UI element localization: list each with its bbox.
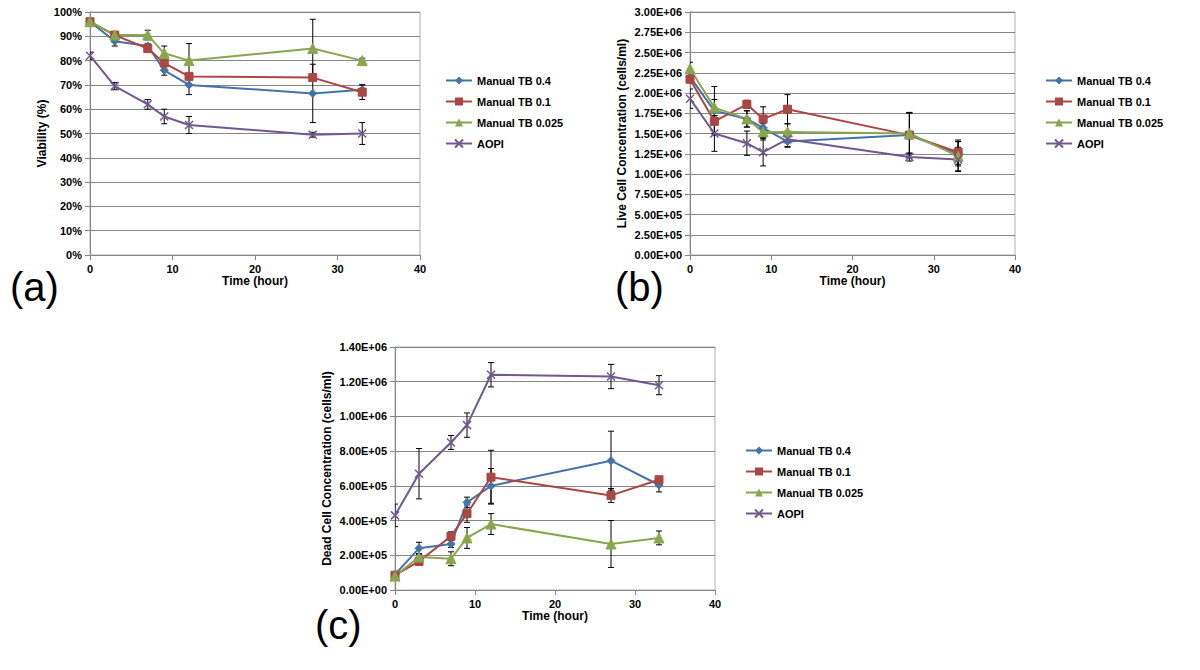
svg-text:Manual TB 0.4: Manual TB 0.4: [1077, 75, 1152, 87]
svg-text:50%: 50%: [60, 128, 82, 140]
svg-text:1.40E+06: 1.40E+06: [340, 341, 387, 353]
svg-text:1.50E+06: 1.50E+06: [635, 128, 682, 140]
svg-text:1.00E+06: 1.00E+06: [340, 410, 387, 422]
svg-text:100%: 100%: [54, 6, 82, 18]
svg-text:10: 10: [469, 598, 481, 610]
svg-text:40: 40: [709, 598, 721, 610]
svg-text:0%: 0%: [66, 249, 82, 261]
svg-text:Manual TB 0.025: Manual TB 0.025: [1077, 117, 1163, 129]
svg-text:Manual TB 0.1: Manual TB 0.1: [477, 96, 551, 108]
svg-text:2.00E+06: 2.00E+06: [635, 87, 682, 99]
svg-text:(a): (a): [10, 265, 59, 309]
svg-text:0.00E+00: 0.00E+00: [635, 249, 682, 261]
svg-text:AOPI: AOPI: [477, 138, 504, 150]
svg-text:70%: 70%: [60, 79, 82, 91]
svg-text:0: 0: [687, 263, 693, 275]
svg-text:Manual TB 0.4: Manual TB 0.4: [477, 75, 552, 87]
svg-text:1.20E+06: 1.20E+06: [340, 376, 387, 388]
svg-text:Time (hour): Time (hour): [522, 609, 588, 623]
svg-text:40: 40: [414, 263, 426, 275]
svg-text:30%: 30%: [60, 176, 82, 188]
svg-text:3.00E+06: 3.00E+06: [635, 6, 682, 18]
svg-text:20: 20: [249, 263, 261, 275]
svg-text:Time (hour): Time (hour): [222, 274, 288, 288]
svg-text:90%: 90%: [60, 30, 82, 42]
svg-text:Manual TB 0.025: Manual TB 0.025: [477, 117, 563, 129]
svg-text:6.00E+05: 6.00E+05: [340, 480, 387, 492]
svg-text:8.00E+05: 8.00E+05: [340, 445, 387, 457]
svg-text:2.75E+06: 2.75E+06: [635, 26, 682, 38]
svg-text:AOPI: AOPI: [1077, 138, 1104, 150]
svg-text:Viability (%): Viability (%): [35, 100, 49, 168]
svg-text:5.00E+05: 5.00E+05: [635, 209, 682, 221]
svg-text:30: 30: [331, 263, 343, 275]
svg-text:(c): (c): [315, 603, 362, 647]
svg-text:Manual TB 0.1: Manual TB 0.1: [1077, 96, 1151, 108]
svg-text:0.00E+00: 0.00E+00: [340, 584, 387, 596]
svg-text:30: 30: [629, 598, 641, 610]
svg-text:20: 20: [846, 263, 858, 275]
svg-text:60%: 60%: [60, 103, 82, 115]
svg-text:0: 0: [392, 598, 398, 610]
svg-text:0: 0: [87, 263, 93, 275]
svg-text:Dead Cell Concentration (cells: Dead Cell Concentration (cells/ml): [320, 371, 334, 566]
svg-text:80%: 80%: [60, 55, 82, 67]
svg-text:7.50E+05: 7.50E+05: [635, 188, 682, 200]
svg-text:AOPI: AOPI: [777, 508, 804, 520]
svg-text:40%: 40%: [60, 152, 82, 164]
svg-text:Manual TB 0.4: Manual TB 0.4: [777, 445, 852, 457]
svg-text:2.25E+06: 2.25E+06: [635, 67, 682, 79]
svg-text:Live Cell Concentration (cells: Live Cell Concentration (cells/ml): [615, 39, 629, 228]
svg-text:Manual TB 0.025: Manual TB 0.025: [777, 487, 863, 499]
svg-text:10%: 10%: [60, 225, 82, 237]
svg-text:1.75E+06: 1.75E+06: [635, 107, 682, 119]
svg-text:30: 30: [928, 263, 940, 275]
svg-text:20%: 20%: [60, 200, 82, 212]
svg-text:Time (hour): Time (hour): [820, 274, 886, 288]
svg-text:1.00E+06: 1.00E+06: [635, 168, 682, 180]
svg-text:2.00E+05: 2.00E+05: [340, 549, 387, 561]
svg-text:20: 20: [549, 598, 561, 610]
svg-text:(b): (b): [615, 265, 664, 309]
svg-text:1.25E+06: 1.25E+06: [635, 148, 682, 160]
svg-text:2.50E+06: 2.50E+06: [635, 47, 682, 59]
svg-text:10: 10: [765, 263, 777, 275]
svg-text:4.00E+05: 4.00E+05: [340, 515, 387, 527]
svg-text:40: 40: [1009, 263, 1021, 275]
svg-text:2.50E+05: 2.50E+05: [635, 229, 682, 241]
svg-text:10: 10: [166, 263, 178, 275]
svg-text:Manual TB 0.1: Manual TB 0.1: [777, 466, 851, 478]
